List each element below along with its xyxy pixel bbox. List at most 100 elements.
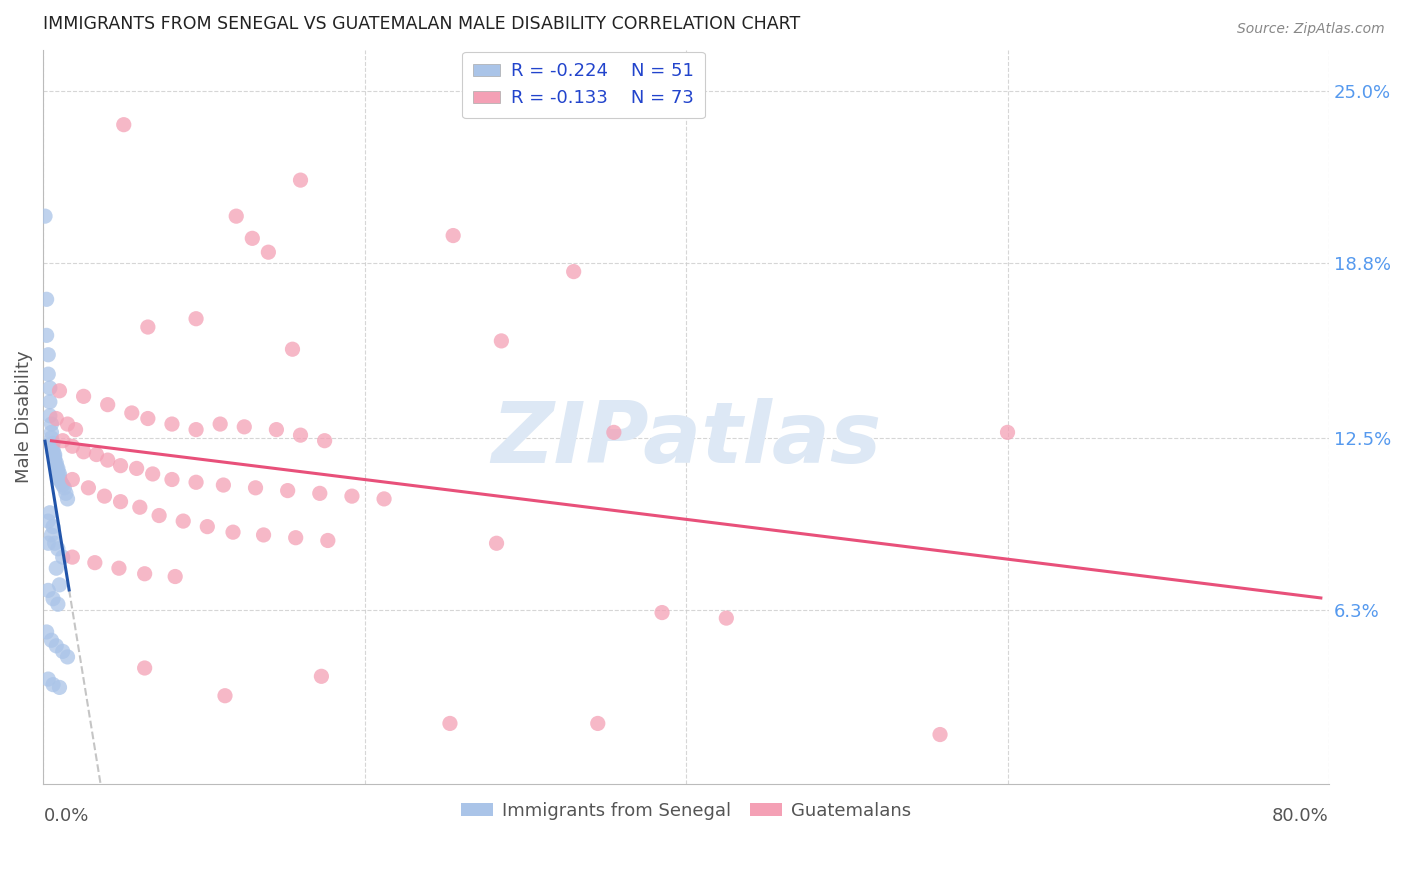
Point	[52, 644, 75, 658]
Point	[142, 467, 165, 481]
Point	[45, 456, 67, 470]
Point	[45, 561, 67, 575]
Point	[37, 514, 59, 528]
Point	[35, 624, 58, 639]
Point	[42, 442, 65, 456]
Point	[125, 461, 148, 475]
Point	[44, 448, 66, 462]
Point	[83, 556, 105, 570]
Point	[108, 561, 131, 575]
Point	[34, 209, 56, 223]
Point	[212, 478, 235, 492]
Point	[284, 531, 307, 545]
Point	[112, 118, 135, 132]
Point	[41, 528, 63, 542]
Point	[56, 491, 79, 506]
Point	[60, 473, 83, 487]
Point	[38, 381, 60, 395]
Point	[37, 536, 59, 550]
Point	[37, 583, 59, 598]
Text: IMMIGRANTS FROM SENEGAL VS GUATEMALAN MALE DISABILITY CORRELATION CHART: IMMIGRANTS FROM SENEGAL VS GUATEMALAN MA…	[44, 15, 800, 33]
Point	[134, 566, 156, 581]
Point	[128, 500, 150, 515]
Point	[60, 550, 83, 565]
Point	[716, 611, 738, 625]
Text: Source: ZipAtlas.com: Source: ZipAtlas.com	[1237, 22, 1385, 37]
Point	[245, 481, 267, 495]
Point	[97, 398, 120, 412]
Point	[42, 519, 65, 533]
Point	[41, 633, 63, 648]
Point	[49, 475, 72, 490]
Point	[148, 508, 170, 523]
Point	[233, 420, 256, 434]
Point	[214, 689, 236, 703]
Point	[121, 406, 143, 420]
Point	[316, 533, 339, 548]
Point	[52, 478, 75, 492]
Point	[252, 528, 274, 542]
Point	[209, 417, 232, 431]
Point	[439, 716, 461, 731]
Point	[46, 461, 69, 475]
Point	[41, 431, 63, 445]
Point	[86, 448, 108, 462]
Y-axis label: Male Disability: Male Disability	[15, 351, 32, 483]
Point	[45, 639, 67, 653]
Point	[38, 409, 60, 423]
Point	[42, 444, 65, 458]
Point	[55, 486, 77, 500]
Point	[41, 425, 63, 440]
Point	[48, 384, 70, 398]
Point	[44, 536, 66, 550]
Point	[240, 231, 263, 245]
Point	[485, 536, 508, 550]
Text: 80.0%: 80.0%	[1272, 807, 1329, 825]
Point	[562, 264, 585, 278]
Point	[441, 228, 464, 243]
Point	[52, 550, 75, 565]
Point	[184, 423, 207, 437]
Point	[195, 519, 218, 533]
Point	[77, 481, 100, 495]
Point	[35, 328, 58, 343]
Point	[136, 411, 159, 425]
Point	[290, 428, 312, 442]
Point	[997, 425, 1019, 440]
Point	[290, 173, 312, 187]
Point	[93, 489, 115, 503]
Point	[44, 453, 66, 467]
Point	[38, 395, 60, 409]
Text: 0.0%: 0.0%	[44, 807, 89, 825]
Point	[65, 423, 87, 437]
Point	[42, 591, 65, 606]
Point	[46, 597, 69, 611]
Point	[160, 417, 183, 431]
Point	[56, 649, 79, 664]
Point	[136, 320, 159, 334]
Point	[184, 475, 207, 490]
Point	[160, 473, 183, 487]
Point	[48, 578, 70, 592]
Point	[72, 444, 94, 458]
Point	[277, 483, 299, 498]
Point	[46, 541, 69, 556]
Point	[373, 491, 395, 506]
Point	[45, 458, 67, 473]
Point	[52, 434, 75, 448]
Point	[110, 494, 132, 508]
Point	[165, 569, 187, 583]
Point	[45, 411, 67, 425]
Point	[491, 334, 513, 348]
Point	[172, 514, 194, 528]
Legend: Immigrants from Senegal, Guatemalans: Immigrants from Senegal, Guatemalans	[454, 795, 918, 827]
Text: ZIPatlas: ZIPatlas	[491, 398, 882, 481]
Point	[281, 342, 304, 356]
Point	[48, 473, 70, 487]
Point	[38, 506, 60, 520]
Point	[651, 606, 673, 620]
Point	[37, 367, 59, 381]
Point	[48, 467, 70, 481]
Point	[257, 245, 280, 260]
Point	[35, 293, 58, 307]
